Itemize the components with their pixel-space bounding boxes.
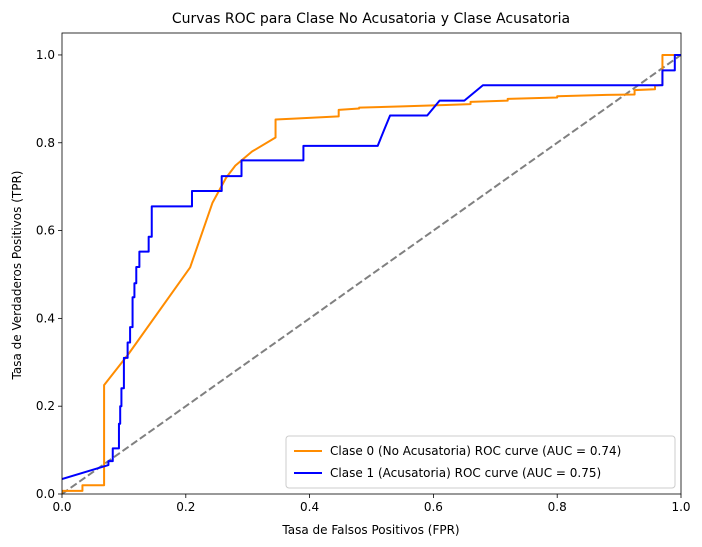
plot-frame <box>61 32 682 495</box>
y-tick-label: 0.8 <box>36 136 55 150</box>
x-tick-label: 0.2 <box>176 500 195 514</box>
series-lines <box>62 53 681 494</box>
x-axis: 0.0 0.2 0.4 0.6 0.8 1.0 <box>52 494 691 514</box>
y-axis: 0.0 0.2 0.4 0.6 0.8 1.0 <box>36 48 62 501</box>
x-tick-label: 0.0 <box>52 500 71 514</box>
y-axis-label: Tasa de Verdaderos Positivos (TPR) <box>10 171 24 381</box>
diagonal-reference-line <box>62 54 681 494</box>
legend-entry: Clase 1 (Acusatoria) ROC curve (AUC = 0.… <box>330 466 601 480</box>
y-tick-label: 1.0 <box>36 48 55 62</box>
y-tick-label: 0.4 <box>36 311 55 325</box>
plot-area <box>61 32 682 495</box>
x-tick-label: 0.4 <box>300 500 319 514</box>
chart-title: Curvas ROC para Clase No Acusatoria y Cl… <box>172 11 570 27</box>
roc-curve-1 <box>62 53 681 481</box>
y-tick-label: 0.2 <box>36 399 55 413</box>
y-tick-label: 0.0 <box>36 487 55 501</box>
roc-curve-0 <box>62 53 681 494</box>
y-tick-label: 0.6 <box>36 224 55 238</box>
legend-box <box>285 435 676 489</box>
x-axis-label: Tasa de Falsos Positivos (FPR) <box>281 523 459 537</box>
x-tick-label: 0.8 <box>548 500 567 514</box>
legend: Clase 0 (No Acusatoria) ROC curve (AUC =… <box>285 435 676 489</box>
legend-entry: Clase 0 (No Acusatoria) ROC curve (AUC =… <box>330 444 621 458</box>
x-tick-label: 0.6 <box>424 500 443 514</box>
x-tick-label: 1.0 <box>671 500 690 514</box>
